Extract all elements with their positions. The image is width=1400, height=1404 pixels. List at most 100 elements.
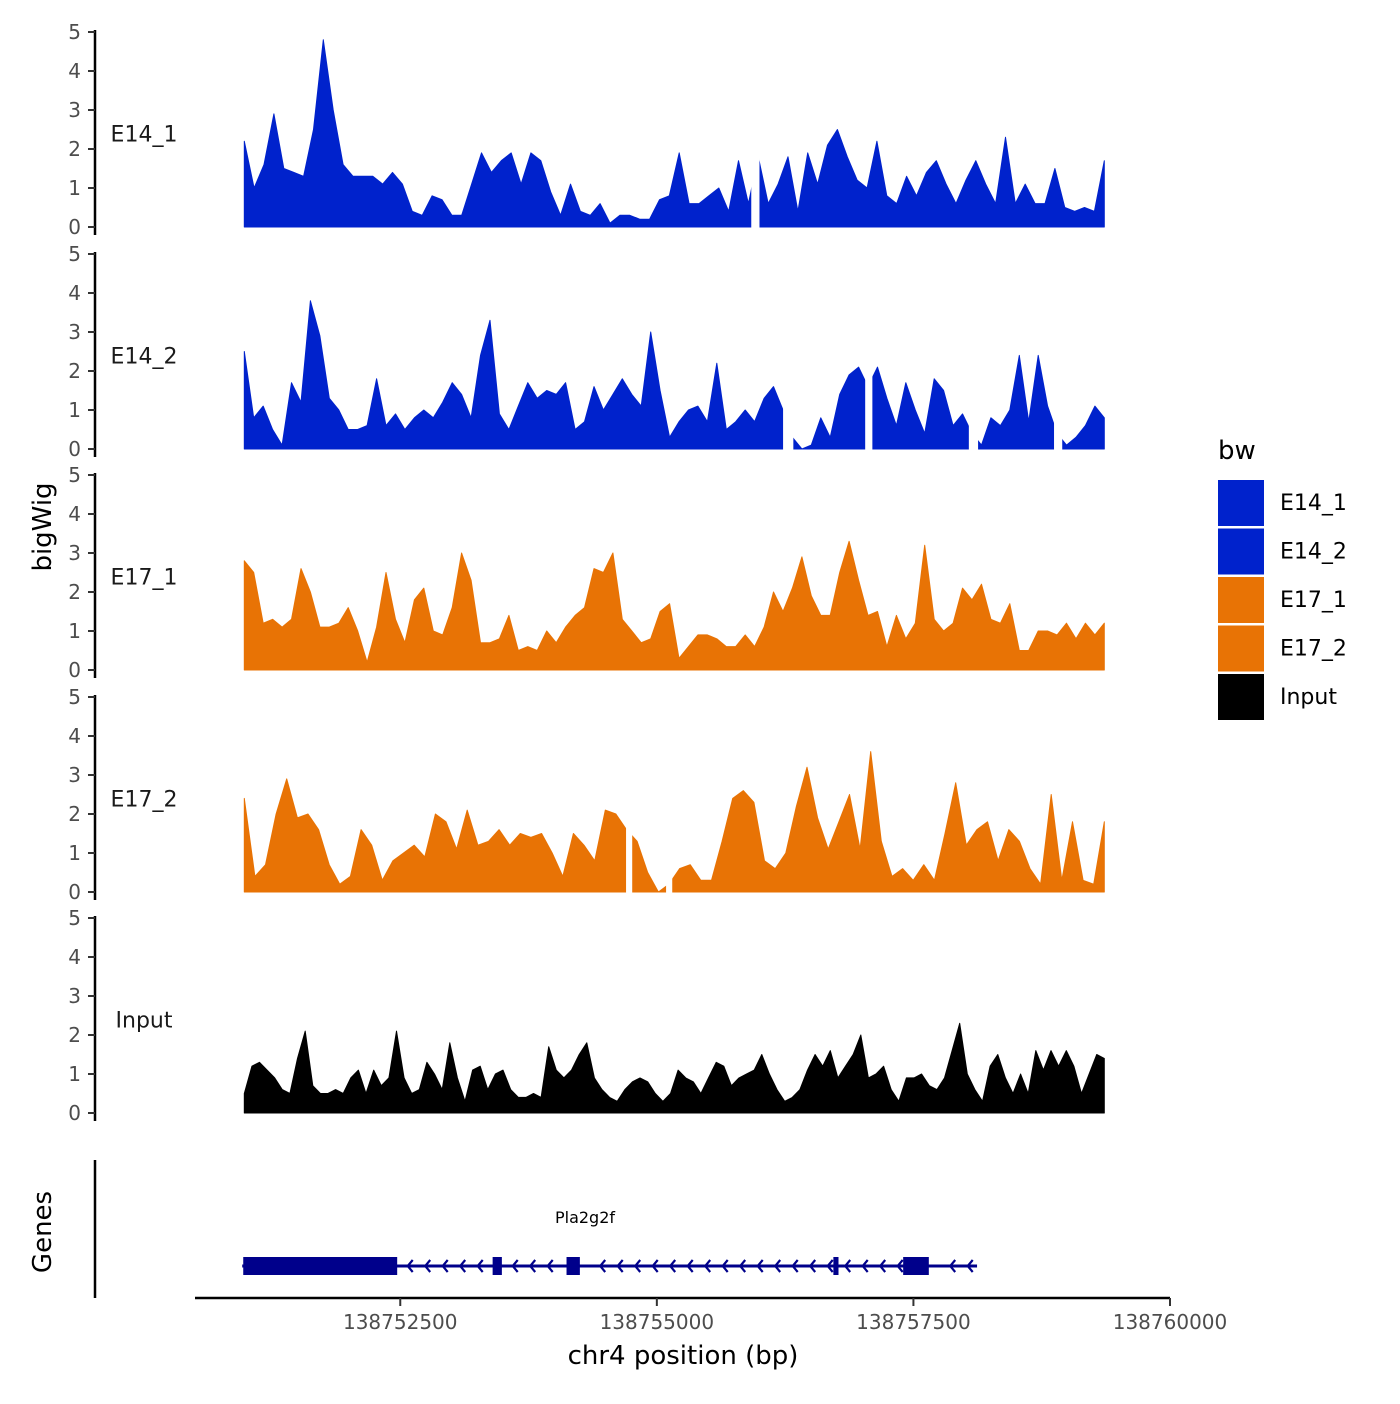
legend-swatch	[1218, 528, 1264, 575]
strand-arrow	[721, 1259, 729, 1273]
legend-item-e17-2: E17_2	[1218, 625, 1347, 672]
y-tick-label: 0	[68, 658, 81, 682]
legend-item-e14-2: E14_2	[1218, 528, 1347, 575]
y-tick-label: 5	[68, 906, 81, 930]
y-tick-label: 2	[68, 580, 81, 604]
y-tick-label: 5	[68, 242, 81, 266]
y-tick-label: 5	[68, 20, 81, 44]
strand-arrow	[406, 1259, 414, 1273]
track-e17-1: 0 1 2 3 4 5 E17_1	[68, 463, 1105, 682]
y-tick-label: 2	[68, 1023, 81, 1047]
gene-panel: Pla2g2f	[93, 1160, 978, 1298]
area-input	[243, 1022, 1105, 1114]
y-tick-label: 4	[68, 724, 81, 748]
exon	[566, 1257, 580, 1275]
strand-arrow	[756, 1259, 764, 1273]
track-label: E14_1	[111, 122, 178, 147]
y-tick-label: 2	[68, 137, 81, 161]
track-panels: 0 1 2 3 4 5 E14_1 0 1 2 3 4 5 E14_2 0 1 2 3 4 5 E17_1 0 1 2 3 4 5 E…	[68, 20, 1105, 1125]
y-tick-label: 4	[68, 281, 81, 305]
strand-arrow	[878, 1259, 887, 1273]
strand-arrow	[633, 1259, 642, 1273]
y-axis-title: bigWig	[28, 482, 58, 571]
y-tick-label: 1	[68, 619, 81, 643]
x-tick-label: 138760000	[1113, 1310, 1228, 1334]
exon	[833, 1257, 839, 1275]
y-tick-label: 3	[68, 320, 81, 344]
strand-arrow	[808, 1259, 817, 1273]
strand-arrow	[511, 1259, 519, 1273]
strand-arrow	[826, 1259, 834, 1273]
y-tick-label: 1	[68, 398, 81, 422]
y-tick-label: 2	[68, 802, 81, 826]
coverage-gap	[783, 254, 794, 450]
y-tick-label: 4	[68, 502, 81, 526]
strand-arrow	[668, 1259, 677, 1273]
y-tick-label: 0	[68, 1101, 81, 1125]
y-tick-label: 0	[68, 880, 81, 904]
strand-arrow	[791, 1259, 799, 1273]
y-tick-label: 4	[68, 945, 81, 969]
legend-swatch	[1218, 480, 1264, 526]
exon	[903, 1257, 929, 1275]
strand-arrow	[476, 1259, 484, 1273]
strand-arrow	[948, 1259, 957, 1273]
coverage-gap	[626, 697, 633, 893]
legend-label: E17_2	[1280, 637, 1347, 662]
y-tick-label: 5	[68, 463, 81, 487]
track-e14-2: 0 1 2 3 4 5 E14_2	[68, 242, 1105, 461]
legend-label: Input	[1280, 685, 1337, 710]
y-tick-label: 0	[68, 215, 81, 239]
track-label: E17_2	[111, 787, 178, 812]
strand-arrow	[843, 1259, 852, 1273]
strand-arrow	[616, 1259, 624, 1273]
track-input: 0 1 2 3 4 5 Input	[68, 906, 1105, 1125]
x-tick-label: 138752500	[343, 1310, 458, 1334]
y-tick-label: 3	[68, 763, 81, 787]
x-axis: 138752500 138755000 138757500 138760000	[195, 1296, 1228, 1334]
x-tick-label: 138755000	[600, 1310, 715, 1334]
coverage-gap	[865, 254, 873, 450]
strand-arrow	[598, 1259, 607, 1273]
legend-item-e14-1: E14_1	[1218, 480, 1347, 526]
legend-label: E14_2	[1280, 540, 1347, 565]
y-tick-label: 1	[68, 841, 81, 865]
y-tick-label: 4	[68, 59, 81, 83]
y-tick-label: 3	[68, 98, 81, 122]
strand-arrow	[441, 1259, 449, 1273]
strand-arrow	[528, 1259, 537, 1273]
y-tick-label: 3	[68, 984, 81, 1008]
coverage-gap	[666, 697, 673, 893]
track-e17-2: 0 1 2 3 4 5 E17_2	[68, 685, 1105, 904]
legend-swatch	[1218, 577, 1264, 623]
strand-arrow	[966, 1259, 974, 1273]
y-tick-label: 5	[68, 685, 81, 709]
legend: bw E14_1 E14_2 E17_1 E17_2 Input	[1218, 436, 1347, 720]
gene-name-label: Pla2g2f	[555, 1208, 615, 1227]
y-tick-label: 0	[68, 437, 81, 461]
y-tick-label: 1	[68, 1062, 81, 1086]
x-tick-label: 138757500	[856, 1310, 971, 1334]
gene-track-title: Genes	[28, 1191, 58, 1273]
legend-item-input: Input	[1218, 674, 1337, 720]
legend-item-e17-1: E17_1	[1218, 577, 1347, 623]
area-e14-1	[243, 39, 1105, 228]
area-e17-2	[243, 751, 1105, 893]
exon	[243, 1257, 398, 1275]
strand-arrow	[651, 1259, 659, 1273]
coverage-gap	[968, 254, 979, 450]
track-label: Input	[116, 1008, 173, 1033]
strand-arrow	[861, 1259, 869, 1273]
legend-swatch	[1218, 625, 1264, 672]
strand-arrow	[458, 1259, 467, 1273]
track-e14-1: 0 1 2 3 4 5 E14_1	[68, 20, 1105, 239]
legend-label: E14_1	[1280, 491, 1347, 516]
strand-arrow	[703, 1259, 712, 1273]
y-tick-label: 3	[68, 541, 81, 565]
y-tick-label: 2	[68, 359, 81, 383]
legend-swatch	[1218, 674, 1264, 720]
strand-arrow	[738, 1259, 747, 1273]
x-axis-title: chr4 position (bp)	[568, 1341, 799, 1371]
strand-arrow	[546, 1259, 554, 1273]
